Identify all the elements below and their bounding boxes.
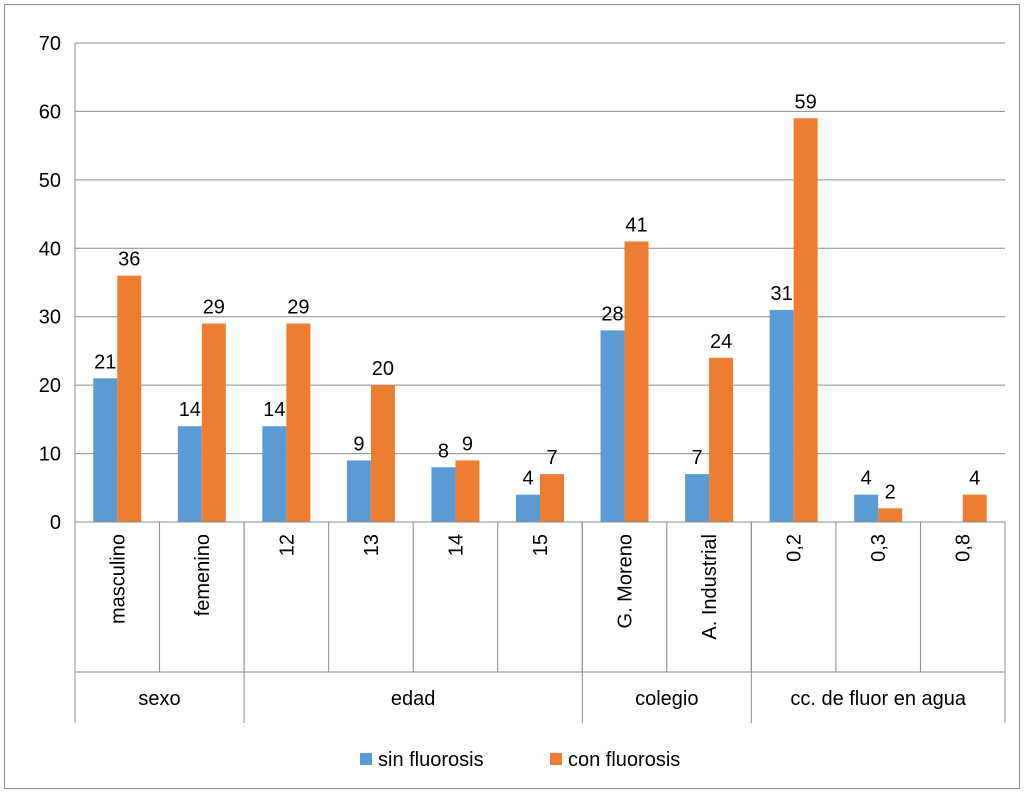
data-label: 7 [546, 447, 557, 469]
group-label: colegio [635, 688, 698, 710]
data-label: 29 [287, 297, 309, 319]
y-tick-label: 20 [39, 375, 61, 397]
bar-sin-fluorosis [93, 378, 118, 522]
bar-sin-fluorosis [769, 309, 794, 522]
x-category-label: femenino [192, 534, 214, 616]
gridlines [75, 42, 1005, 455]
axes: 0 10 20 30 40 50 60 70 masculino femenino 12 13 14 15… [39, 33, 1006, 723]
y-tick-label: 30 [39, 307, 61, 329]
bar-con-fluorosis [878, 508, 903, 522]
x-category-label: 15 [530, 534, 552, 556]
data-label: 9 [353, 433, 364, 455]
bar-con-fluorosis [709, 357, 734, 522]
bar-con-fluorosis [624, 241, 649, 522]
x-category-label: A. Industrial [699, 534, 721, 640]
bar-con-fluorosis [455, 460, 480, 522]
data-label: 4 [861, 468, 872, 490]
bar-con-fluorosis [793, 118, 818, 523]
y-tick-label: 0 [50, 512, 61, 534]
x-category-label: 0,8 [953, 534, 975, 562]
bar-sin-fluorosis [346, 460, 371, 522]
bar-sin-fluorosis [431, 467, 456, 522]
y-tick-label: 50 [39, 170, 61, 192]
bar-con-fluorosis [201, 323, 226, 522]
data-label: 28 [601, 303, 623, 325]
group-label: sexo [138, 688, 180, 710]
legend-swatch [550, 753, 562, 765]
group-label: edad [391, 688, 436, 710]
legend-label: con fluorosis [568, 749, 680, 771]
bar-sin-fluorosis [600, 330, 625, 522]
data-label: 14 [263, 399, 285, 421]
bar-con-fluorosis [286, 323, 311, 522]
x-category-label: 14 [445, 534, 467, 556]
y-tick-label: 60 [39, 101, 61, 123]
data-label: 21 [94, 351, 116, 373]
data-label: 24 [710, 331, 732, 353]
bar-con-fluorosis [962, 494, 987, 522]
bar-con-fluorosis [370, 385, 395, 522]
x-category-label: masculino [107, 534, 129, 624]
y-tick-label: 10 [39, 444, 61, 466]
data-label: 20 [372, 358, 394, 380]
bar-chart: 0 10 20 30 40 50 60 70 masculino femenino 12 13 14 15… [39, 33, 1006, 771]
data-label: 2 [885, 481, 896, 503]
legend: sin fluorosis con fluorosis [360, 749, 680, 771]
x-category-label: 0,3 [868, 534, 890, 562]
y-tick-label: 40 [39, 238, 61, 260]
bars [93, 118, 987, 523]
bar-con-fluorosis [117, 275, 142, 522]
bar-sin-fluorosis [262, 426, 287, 522]
bar-sin-fluorosis [516, 494, 540, 522]
data-label: 9 [462, 433, 473, 455]
legend-swatch [360, 753, 372, 765]
data-label: 29 [203, 297, 225, 319]
x-category-label: 0,2 [784, 534, 806, 562]
bar-sin-fluorosis [854, 494, 879, 522]
data-label: 8 [438, 440, 449, 462]
x-category-label: 12 [276, 534, 298, 556]
chart-frame: 0 10 20 30 40 50 60 70 masculino femenino 12 13 14 15… [4, 4, 1020, 789]
data-label: 41 [625, 214, 647, 236]
bar-con-fluorosis [540, 474, 564, 522]
data-label: 59 [795, 91, 817, 113]
data-label: 31 [771, 283, 793, 305]
data-label: 4 [522, 468, 533, 490]
group-label: cc. de fluor en agua [790, 688, 967, 710]
legend-label: sin fluorosis [378, 749, 484, 771]
data-label: 4 [969, 468, 980, 490]
x-category-label: G. Moreno [615, 534, 637, 628]
x-category-label: 13 [361, 534, 383, 556]
data-label: 7 [692, 447, 703, 469]
bar-sin-fluorosis [685, 474, 710, 522]
data-label: 36 [118, 249, 140, 271]
bar-sin-fluorosis [177, 426, 202, 522]
data-label: 14 [179, 399, 201, 421]
y-tick-label: 70 [39, 33, 61, 55]
